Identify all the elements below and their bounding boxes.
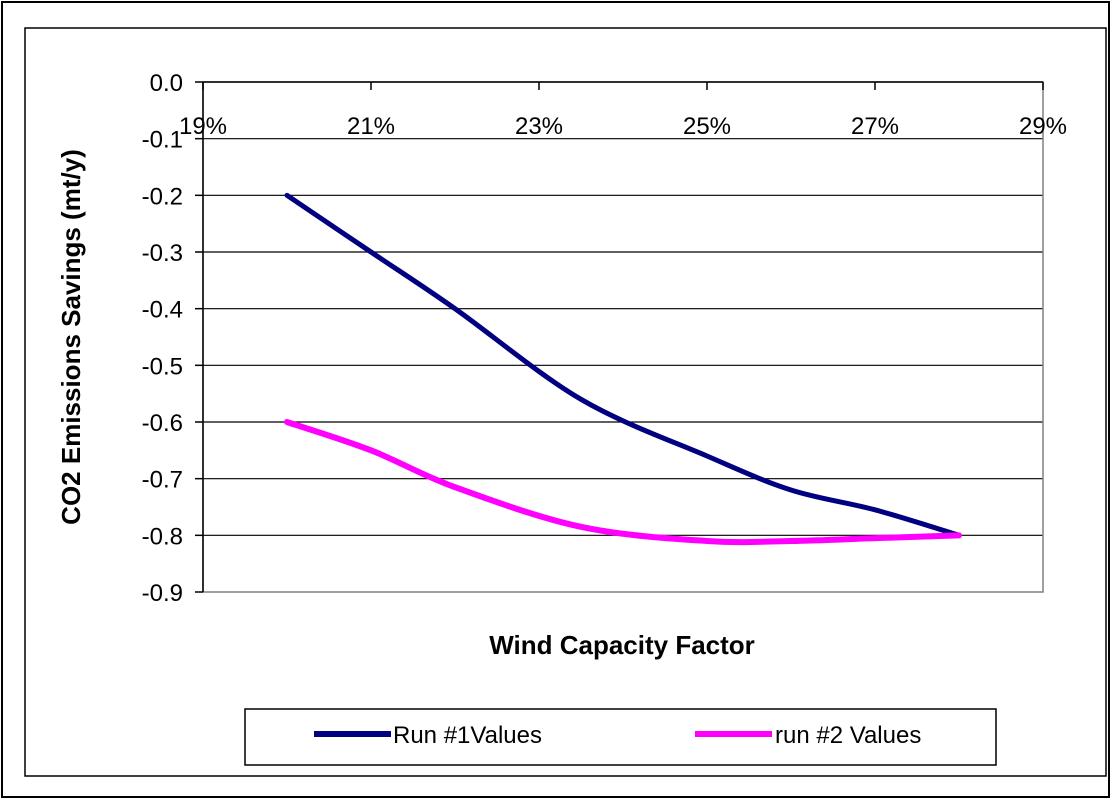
y-tick-label: -0.4: [142, 297, 183, 324]
x-tick-label: 21%: [347, 113, 395, 140]
y-tick-label: 0.0: [150, 70, 183, 97]
legend-label-run-1: Run #1Values: [393, 722, 542, 749]
series-line-run-2: [284, 419, 962, 546]
y-axis-label: CO2 Emissions Savings (mt/y): [56, 149, 86, 525]
y-tick-label: -0.1: [142, 127, 183, 154]
y-tick-label: -0.9: [142, 580, 183, 607]
x-tick-labels: 19% 21% 23% 25% 27% 29%: [179, 113, 1067, 140]
x-axis-label: Wind Capacity Factor: [489, 630, 755, 660]
y-tick-label: -0.8: [142, 523, 183, 550]
x-tick-label: 25%: [683, 113, 731, 140]
y-tick-label: -0.3: [142, 240, 183, 267]
series-line-run-1: [284, 192, 962, 538]
legend: Run #1Values run #2 Values: [244, 708, 997, 766]
y-tick-label: -0.7: [142, 467, 183, 494]
y-tick-label: -0.6: [142, 410, 183, 437]
series-lines: [284, 192, 962, 546]
x-tick-label: 29%: [1019, 113, 1067, 140]
y-tick-marks: [195, 81, 203, 593]
x-tick-label: 27%: [851, 113, 899, 140]
y-tick-label: -0.2: [142, 183, 183, 210]
x-tick-label: 23%: [515, 113, 563, 140]
x-tick-marks: [202, 82, 1044, 90]
y-tick-label: -0.5: [142, 353, 183, 380]
legend-label-run-2: run #2 Values: [775, 722, 921, 749]
chart-area-border: [24, 27, 1107, 777]
y-tick-labels: 0.0 -0.1 -0.2 -0.3 -0.4 -0.5 -0.6 -0.7 -0.8 -0.9: [142, 70, 183, 607]
x-tick-label: 19%: [179, 113, 227, 140]
